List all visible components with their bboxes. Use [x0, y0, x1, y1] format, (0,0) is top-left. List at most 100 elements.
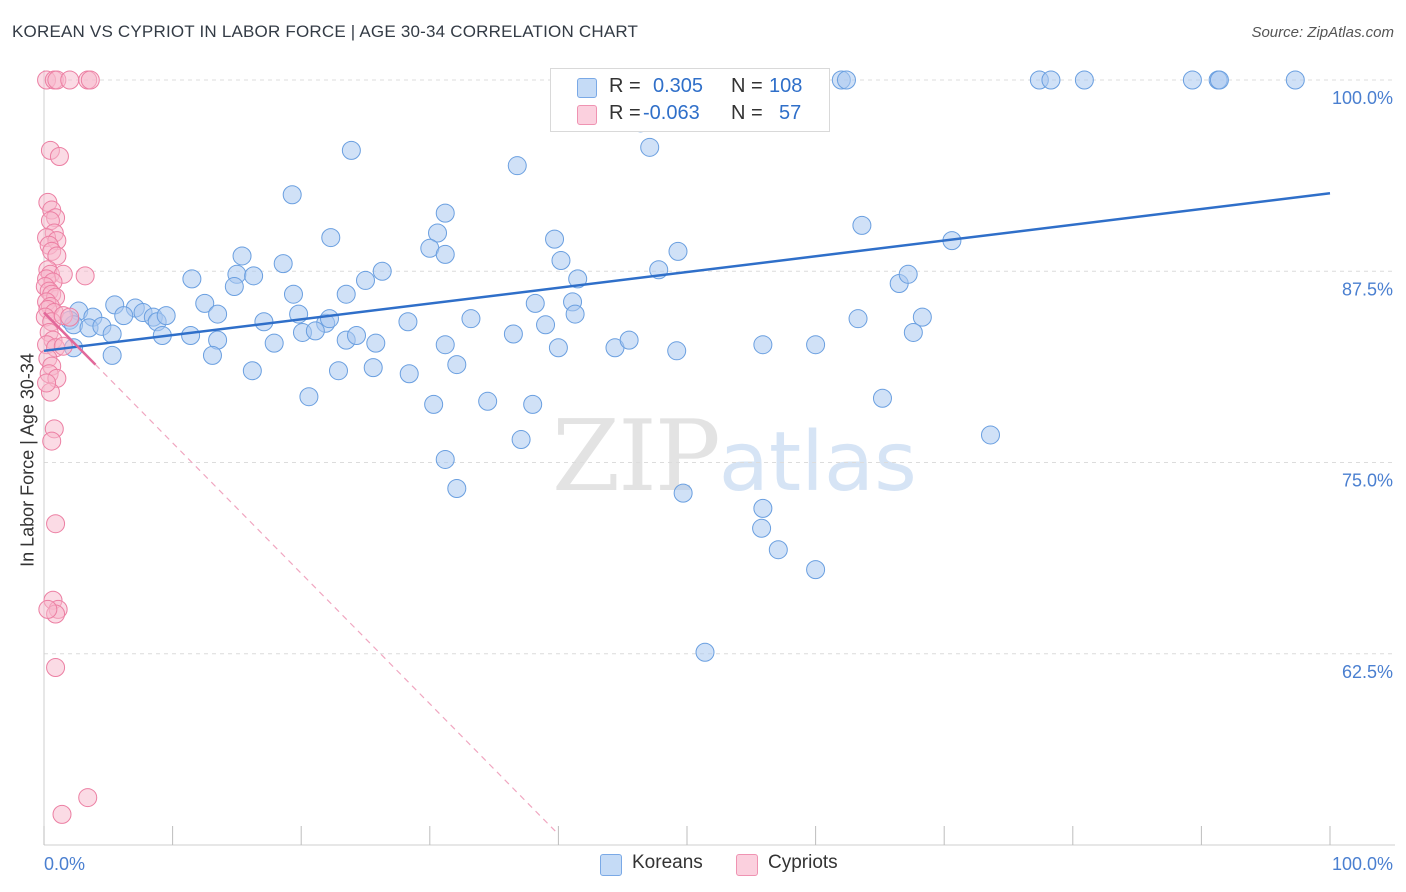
korean-point — [980, 425, 1000, 445]
korean-point — [536, 315, 556, 335]
cypriots-swatch — [577, 105, 597, 125]
cypriot-point — [46, 658, 66, 678]
cypriot-point — [80, 70, 100, 90]
cypriot-point — [37, 373, 57, 393]
korean-point — [768, 540, 788, 560]
korean-point — [1182, 70, 1202, 90]
korean-point — [202, 345, 222, 365]
korean-point — [156, 306, 176, 326]
cypriot-point — [47, 246, 67, 266]
korean-point — [372, 261, 392, 281]
korean-point — [435, 449, 455, 469]
cypriot-point — [42, 431, 62, 451]
korean-point — [507, 156, 527, 176]
korean-point — [182, 269, 202, 289]
korean-point — [667, 341, 687, 361]
korean-point — [898, 264, 918, 284]
korean-point — [341, 140, 361, 160]
korean-point — [282, 185, 302, 205]
korean-point — [1285, 70, 1305, 90]
legend-row-cypriots: R = -0.063 N = 57 — [551, 100, 829, 128]
koreans-r-value: 0.305 — [653, 75, 704, 97]
korean-point — [525, 293, 545, 313]
korean-point — [363, 358, 383, 378]
x-tick-label: 100.0% — [1332, 854, 1393, 874]
korean-point — [836, 70, 856, 90]
legend-row-koreans: R = 0.305 N = 108 — [551, 73, 829, 101]
cypriot-point — [60, 70, 80, 90]
korean-point — [551, 251, 571, 271]
x-tick-label: 0.0% — [44, 854, 85, 874]
korean-point — [903, 322, 923, 342]
korean-point — [428, 223, 448, 243]
korean-point — [912, 307, 932, 327]
tick-labels: 62.5% 75.0% 87.5% 100.0% 0.0% 100.0% — [44, 88, 1393, 874]
korean-point — [461, 309, 481, 329]
korean-point — [503, 324, 523, 344]
korean-point — [305, 321, 325, 341]
korean-point — [321, 228, 341, 248]
korean-point — [244, 266, 264, 286]
y-tick-label: 100.0% — [1332, 88, 1393, 108]
legend-koreans-swatch — [600, 854, 622, 876]
koreans-r-label: R = — [609, 75, 641, 97]
korean-point — [619, 330, 639, 350]
cypriots-n-value: 57 — [779, 102, 802, 124]
y-tick-label: 87.5% — [1342, 279, 1393, 299]
korean-point — [568, 269, 588, 289]
source-label: Source: ZipAtlas.com — [1251, 24, 1394, 41]
y-axis-label: In Labor Force | Age 30-34 — [17, 353, 38, 567]
korean-point — [848, 309, 868, 329]
korean-point — [753, 335, 773, 355]
korean-point — [668, 241, 688, 261]
korean-point — [806, 335, 826, 355]
korean-point — [523, 394, 543, 414]
korean-point — [102, 324, 122, 344]
korean-point — [806, 560, 826, 580]
korean-point — [752, 518, 772, 538]
korean-point — [273, 254, 293, 274]
korean-point — [208, 304, 228, 324]
korean-point — [254, 312, 274, 332]
korean-point — [424, 394, 444, 414]
cypriot-point — [78, 788, 98, 808]
cypriot-point — [60, 307, 80, 327]
y-tick-label: 62.5% — [1342, 662, 1393, 682]
chart-title: KOREAN VS CYPRIOT IN LABOR FORCE | AGE 3… — [12, 22, 639, 41]
korean-point — [195, 293, 215, 313]
korean-point — [283, 284, 303, 304]
watermark-zip: ZIP — [552, 400, 721, 514]
korean-point — [399, 364, 419, 384]
trend-lines — [43, 191, 1331, 835]
korean-point — [328, 361, 348, 381]
korean-point — [447, 479, 467, 499]
stats-legend: R = 0.305 N = 108 R = -0.063 N = 57 — [550, 68, 830, 132]
korean-point — [242, 361, 262, 381]
koreans-n-value: 108 — [769, 75, 803, 97]
korean-point — [232, 246, 252, 266]
korean-point — [319, 309, 339, 329]
korean-point — [435, 335, 455, 355]
cypriot-point — [49, 147, 69, 166]
korean-point — [545, 229, 565, 249]
korean-point — [398, 312, 418, 332]
koreans-n-label: N = — [731, 75, 763, 97]
korean-point — [366, 333, 386, 353]
korean-point — [299, 387, 319, 407]
cypriots-n-label: N = — [731, 102, 763, 124]
korean-point — [435, 203, 455, 223]
korean-point — [872, 388, 892, 408]
korean-point — [447, 355, 467, 375]
korean-point — [264, 333, 284, 353]
korean-point — [102, 345, 122, 365]
korean-point — [753, 498, 773, 518]
korean-point — [1074, 70, 1094, 90]
korean-point — [565, 304, 585, 324]
korean-point — [1209, 70, 1229, 90]
korean-point — [478, 391, 498, 411]
y-tick-label: 75.0% — [1342, 471, 1393, 491]
korean-point — [181, 326, 201, 346]
koreans-trend-line — [43, 191, 1331, 353]
korean-point — [640, 137, 660, 157]
